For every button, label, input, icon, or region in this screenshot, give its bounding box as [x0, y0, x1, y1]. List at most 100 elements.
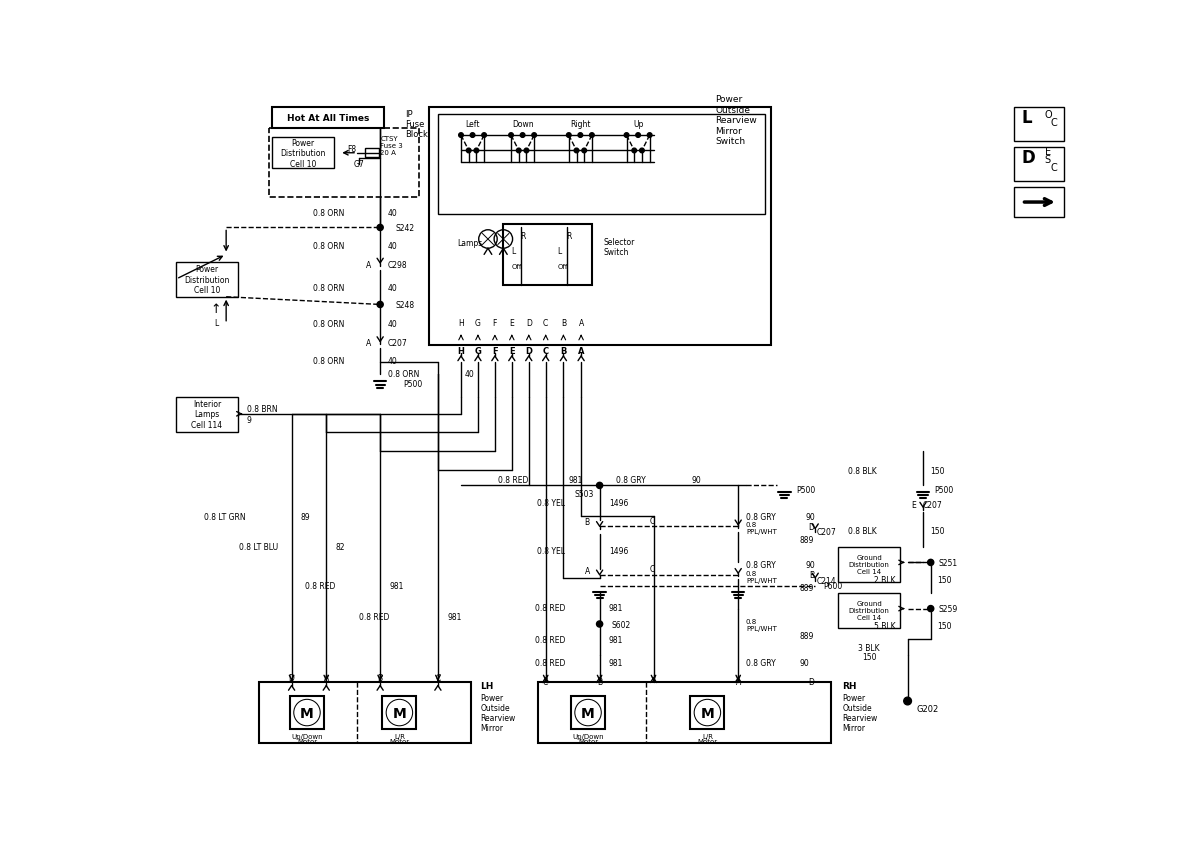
Text: 40: 40	[388, 284, 397, 293]
Text: 5 BLK: 5 BLK	[874, 621, 895, 630]
Text: 981: 981	[389, 582, 403, 590]
Text: A: A	[324, 674, 329, 683]
Circle shape	[582, 149, 587, 154]
Text: 889: 889	[800, 631, 814, 641]
Text: M: M	[701, 706, 714, 720]
Text: 90: 90	[692, 475, 702, 484]
Text: B: B	[560, 318, 566, 327]
Text: L/R: L/R	[394, 733, 404, 738]
Text: Rearview: Rearview	[842, 713, 877, 722]
Text: 0.8 LT BLU: 0.8 LT BLU	[239, 543, 277, 552]
Text: D: D	[1021, 149, 1036, 167]
Text: 0.8 RED: 0.8 RED	[359, 612, 389, 621]
Text: S503: S503	[575, 489, 594, 498]
Text: C207: C207	[388, 339, 408, 348]
Text: M: M	[300, 706, 314, 720]
Text: 0.8 ORN: 0.8 ORN	[312, 357, 344, 365]
Text: C298: C298	[388, 261, 408, 269]
Text: B: B	[598, 678, 602, 686]
Text: L: L	[558, 246, 562, 256]
Text: 40: 40	[388, 241, 397, 251]
Circle shape	[624, 133, 629, 138]
Text: S242: S242	[396, 224, 415, 233]
Text: E: E	[509, 347, 515, 355]
Circle shape	[647, 133, 652, 138]
Text: M: M	[392, 706, 407, 720]
Text: P500: P500	[403, 380, 422, 389]
Text: S259: S259	[938, 604, 958, 614]
Text: 150: 150	[862, 652, 876, 661]
Text: F: F	[492, 347, 498, 355]
Text: Rearview: Rearview	[480, 713, 516, 722]
Text: 0.8 GRY: 0.8 GRY	[746, 658, 775, 668]
Circle shape	[928, 606, 934, 612]
Text: B: B	[809, 571, 814, 580]
Text: 0.8 RED: 0.8 RED	[534, 636, 565, 644]
Text: B: B	[584, 517, 590, 527]
Text: 0.8 ORN: 0.8 ORN	[312, 208, 344, 217]
Text: C: C	[436, 674, 440, 683]
Text: C: C	[1050, 118, 1057, 127]
Circle shape	[640, 149, 644, 154]
Text: A: A	[366, 339, 371, 348]
Text: 0.8 RED: 0.8 RED	[534, 603, 565, 613]
Circle shape	[377, 225, 383, 231]
Circle shape	[574, 149, 578, 154]
Circle shape	[589, 133, 594, 138]
Circle shape	[632, 149, 636, 154]
Text: 90: 90	[806, 560, 816, 570]
Text: E: E	[1045, 147, 1051, 157]
Text: A: A	[366, 261, 371, 269]
Text: 0.8 ORN: 0.8 ORN	[312, 284, 344, 293]
Bar	[365, 149, 379, 158]
Text: Mirror: Mirror	[842, 722, 865, 732]
Text: Selector
Switch: Selector Switch	[604, 238, 635, 257]
Text: D: D	[526, 318, 532, 327]
Text: Power: Power	[480, 693, 503, 702]
Text: 0.8 LT GRN: 0.8 LT GRN	[204, 512, 246, 521]
Circle shape	[575, 700, 601, 725]
Text: 3 BLK: 3 BLK	[858, 643, 880, 652]
Text: D: D	[809, 522, 815, 531]
Text: O: O	[1045, 110, 1052, 120]
Text: E: E	[510, 318, 514, 327]
Text: Lamps: Lamps	[457, 239, 482, 248]
Text: Interior
Lamps
Cell 114: Interior Lamps Cell 114	[191, 399, 222, 430]
Text: 981: 981	[608, 603, 623, 613]
Text: Left: Left	[466, 120, 480, 129]
Text: D: D	[526, 347, 533, 355]
Text: 40: 40	[464, 370, 475, 379]
Circle shape	[578, 133, 583, 138]
Text: 1496: 1496	[608, 498, 629, 507]
Text: Up: Up	[632, 120, 643, 129]
Text: 981: 981	[448, 612, 462, 621]
Text: B: B	[378, 674, 383, 683]
Text: 150: 150	[937, 575, 952, 584]
Circle shape	[386, 700, 412, 725]
Text: H: H	[458, 318, 464, 327]
Text: 1496: 1496	[608, 547, 629, 555]
Text: C: C	[649, 565, 654, 573]
Text: A: A	[584, 566, 590, 575]
Text: S602: S602	[611, 619, 630, 629]
Circle shape	[467, 149, 472, 154]
Text: B: B	[560, 347, 566, 355]
Text: C: C	[1050, 162, 1057, 172]
Text: L: L	[1021, 109, 1032, 127]
Bar	[839, 593, 900, 628]
Circle shape	[474, 149, 479, 154]
Text: 150: 150	[937, 621, 952, 630]
Text: 82: 82	[336, 543, 344, 552]
Bar	[269, 129, 419, 198]
Circle shape	[458, 133, 463, 138]
Text: 150: 150	[931, 526, 946, 535]
Circle shape	[521, 133, 524, 138]
Text: 89: 89	[301, 512, 311, 521]
Text: 981: 981	[608, 636, 623, 644]
Text: Ground
Distribution
Cell 14: Ground Distribution Cell 14	[848, 555, 889, 574]
Text: A: A	[736, 678, 740, 686]
Text: 2 BLK: 2 BLK	[874, 575, 895, 584]
Text: E: E	[911, 500, 916, 510]
Bar	[383, 695, 416, 729]
Bar	[176, 398, 238, 432]
